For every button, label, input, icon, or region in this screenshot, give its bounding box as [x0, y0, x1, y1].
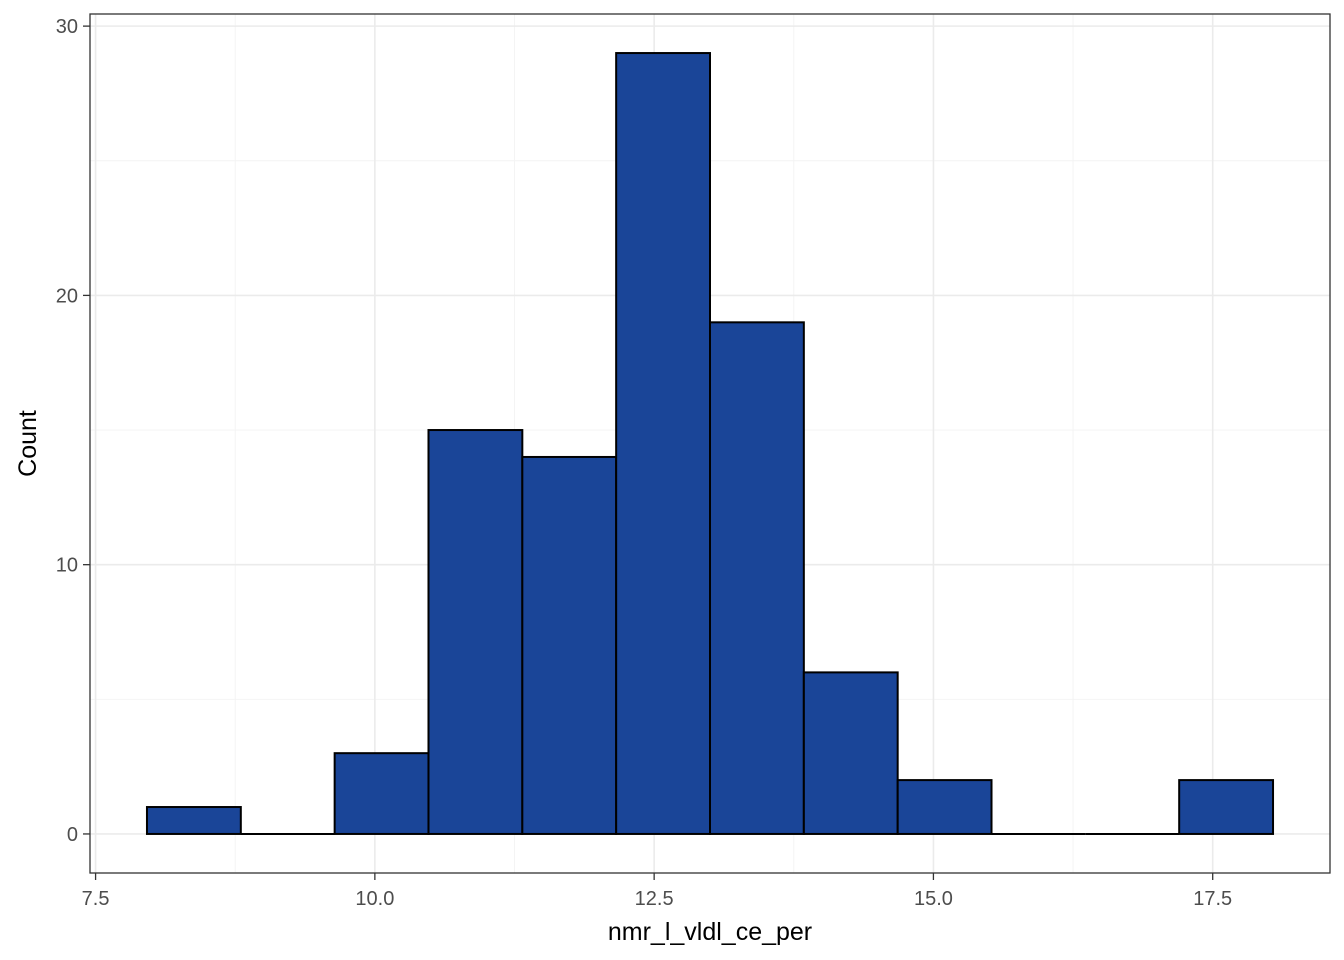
x-axis: 7.5 10.0 12.5 15.0 17.5 [82, 873, 1232, 910]
x-tick-label: 17.5 [1193, 888, 1232, 910]
x-tick-label: 15.0 [914, 888, 953, 910]
histogram-bar [802, 671, 899, 835]
x-tick-label: 12.5 [635, 888, 674, 910]
histogram-bar [615, 52, 712, 835]
x-axis-title: nmr_l_vldl_ce_per [608, 918, 812, 946]
y-tick-label: 10 [56, 555, 78, 577]
y-tick-label: 30 [56, 16, 78, 38]
y-tick-label: 20 [56, 285, 78, 307]
histogram-bar [521, 455, 618, 835]
histogram-bars [145, 52, 1275, 835]
y-axis: 0 10 20 30 [56, 16, 90, 846]
histogram-bar [145, 806, 242, 835]
histogram-bar [896, 779, 993, 835]
histogram-bar [427, 429, 524, 835]
x-tick-label: 10.0 [355, 888, 394, 910]
y-axis-title: Count [14, 410, 42, 477]
x-tick-label: 7.5 [82, 888, 110, 910]
histogram-bar [709, 321, 805, 835]
y-tick-label: 0 [67, 824, 78, 846]
histogram-bar [1178, 779, 1275, 835]
histogram-bar [333, 752, 430, 835]
panel-border [89, 13, 1331, 874]
